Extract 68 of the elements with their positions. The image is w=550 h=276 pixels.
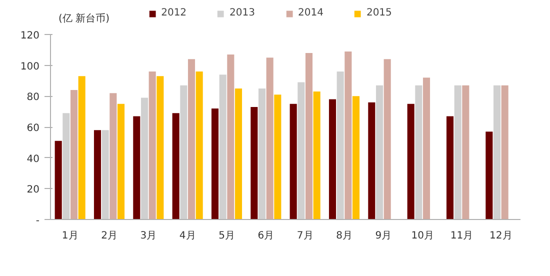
bar <box>102 130 109 220</box>
x-tick-label: 6月 <box>258 230 274 242</box>
bar <box>486 132 493 220</box>
bar <box>493 85 501 220</box>
bar <box>501 85 508 220</box>
bar <box>266 58 274 220</box>
bar <box>298 82 305 220</box>
x-tick-label: 10月 <box>411 230 434 242</box>
bar <box>258 88 266 220</box>
y-tick-label: 120 <box>20 30 40 42</box>
y-tick-label: - <box>36 216 40 226</box>
bar <box>290 104 297 220</box>
x-tick-label: 3月 <box>140 230 157 242</box>
y-tick-label: 100 <box>20 61 40 72</box>
x-tick-label: 2月 <box>101 230 118 242</box>
bar <box>313 92 320 220</box>
bar <box>148 72 156 220</box>
bar <box>344 51 352 220</box>
bar <box>219 74 226 220</box>
bar <box>336 72 344 220</box>
x-tick-label: 5月 <box>218 230 235 242</box>
x-tick-label: 12月 <box>490 230 512 242</box>
bar <box>133 116 140 220</box>
bar <box>110 93 117 220</box>
bar <box>78 76 86 220</box>
bar <box>384 59 391 220</box>
x-tick-label: 7月 <box>296 230 314 242</box>
bar <box>250 106 258 220</box>
bar <box>415 85 422 220</box>
bar <box>274 94 282 220</box>
bar <box>211 108 219 220</box>
bar <box>62 113 70 220</box>
y-axis-title: (亿 新台币) <box>58 12 110 24</box>
bar <box>376 85 384 220</box>
bar <box>70 90 78 220</box>
bar <box>227 54 234 220</box>
bar <box>196 72 203 220</box>
bar <box>352 96 360 220</box>
y-tick-label: 60 <box>26 123 40 134</box>
legend-label: 2013 <box>230 8 255 18</box>
bar <box>188 59 196 220</box>
legend-label: 2015 <box>366 8 392 18</box>
bar <box>234 88 242 220</box>
x-tick-label: 11月 <box>450 230 474 242</box>
bar <box>454 85 462 220</box>
legend-label: 2012 <box>161 8 187 18</box>
x-tick-label: 1月 <box>62 230 78 242</box>
bar <box>140 98 148 220</box>
y-tick-label: 40 <box>26 154 40 165</box>
x-tick-label: 4月 <box>179 230 196 242</box>
bar <box>172 113 180 220</box>
bar <box>54 140 62 220</box>
bar <box>305 53 313 220</box>
x-tick-label: 8月 <box>336 230 352 242</box>
bar <box>407 104 414 220</box>
bar <box>446 116 454 220</box>
bar <box>368 102 376 220</box>
x-tick-label: 9月 <box>375 230 392 242</box>
y-tick-label: 20 <box>26 184 40 196</box>
legend-label: 2014 <box>298 8 324 18</box>
bar <box>328 99 336 220</box>
bar <box>94 130 102 220</box>
y-tick-label: 80 <box>26 92 40 104</box>
bar <box>422 78 430 220</box>
bar <box>156 76 164 220</box>
bar <box>462 85 470 220</box>
bar <box>180 85 188 220</box>
bar <box>117 104 125 220</box>
